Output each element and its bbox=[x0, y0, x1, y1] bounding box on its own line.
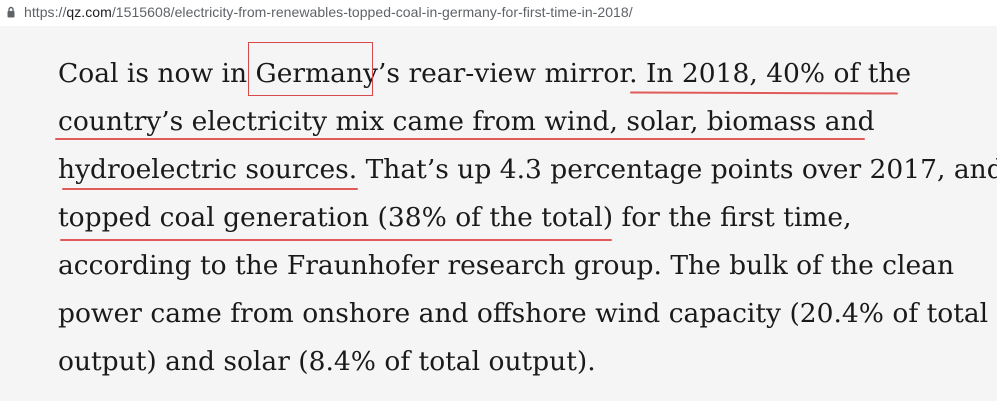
article-line: topped coal generation (38% of the total… bbox=[58, 202, 852, 233]
url-text[interactable]: https://qz.com/1515608/electricity-from-… bbox=[24, 4, 633, 20]
article-line: power came from onshore and offshore win… bbox=[58, 298, 989, 329]
article-line: hydroelectric sources. That’s up 4.3 per… bbox=[58, 154, 997, 185]
article-line: output) and solar (8.4% of total output)… bbox=[58, 346, 596, 377]
url-prefix: https:// bbox=[24, 4, 67, 20]
article-viewport: Coal is now in Germany’s rear-view mirro… bbox=[0, 26, 997, 401]
address-bar[interactable]: https://qz.com/1515608/electricity-from-… bbox=[0, 0, 997, 26]
article-line: according to the Fraunhofer research gro… bbox=[58, 250, 955, 281]
lock-icon[interactable] bbox=[6, 6, 16, 18]
article-line: country’s electricity mix came from wind… bbox=[58, 106, 875, 137]
url-path: /1515608/electricity-from-renewables-top… bbox=[111, 4, 633, 20]
url-host: qz.com bbox=[66, 4, 112, 20]
article-paragraph: Coal is now in Germany’s rear-view mirro… bbox=[58, 50, 997, 386]
article-line: Coal is now in Germany’s rear-view mirro… bbox=[58, 58, 912, 89]
